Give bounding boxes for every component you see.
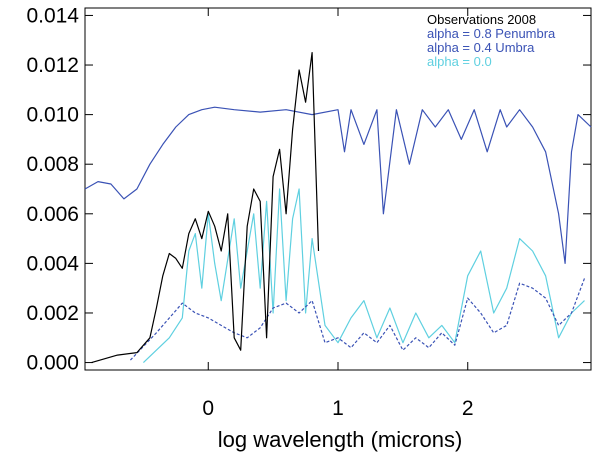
x-tick-label: 2 (462, 397, 474, 420)
series-line-3 (142, 188, 585, 364)
legend-entry: Observations 2008 (427, 12, 536, 27)
y-tick-label: 0.014 (26, 4, 79, 27)
y-tick-label: 0.004 (26, 252, 79, 275)
y-axis: 0.000 0.002 0.004 0.006 0.008 0.010 0.012 0.014 (26, 4, 591, 375)
y-tick-label: 0.002 (26, 302, 79, 325)
legend-entry: alpha = 0.8 Penumbra (427, 26, 556, 41)
series-line-0 (91, 51, 320, 364)
x-tick-label: 1 (332, 397, 344, 420)
x-axis: 0 1 2 (202, 8, 474, 420)
series-line-2 (129, 278, 586, 361)
x-axis-title: log wavelength (microns) (218, 427, 463, 452)
x-tick-label: 0 (202, 397, 214, 420)
series-line-1 (84, 106, 592, 264)
plot-area (84, 51, 592, 364)
y-tick-label: 0.008 (26, 153, 79, 176)
y-tick-label: 0.012 (26, 54, 79, 77)
legend-entry: alpha = 0.4 Umbra (427, 40, 535, 55)
plot-frame (84, 7, 592, 371)
y-tick-label: 0.000 (26, 352, 79, 375)
y-tick-label: 0.006 (26, 203, 79, 226)
legend-entry: alpha = 0.0 (427, 54, 492, 69)
y-tick-label: 0.010 (26, 104, 79, 127)
